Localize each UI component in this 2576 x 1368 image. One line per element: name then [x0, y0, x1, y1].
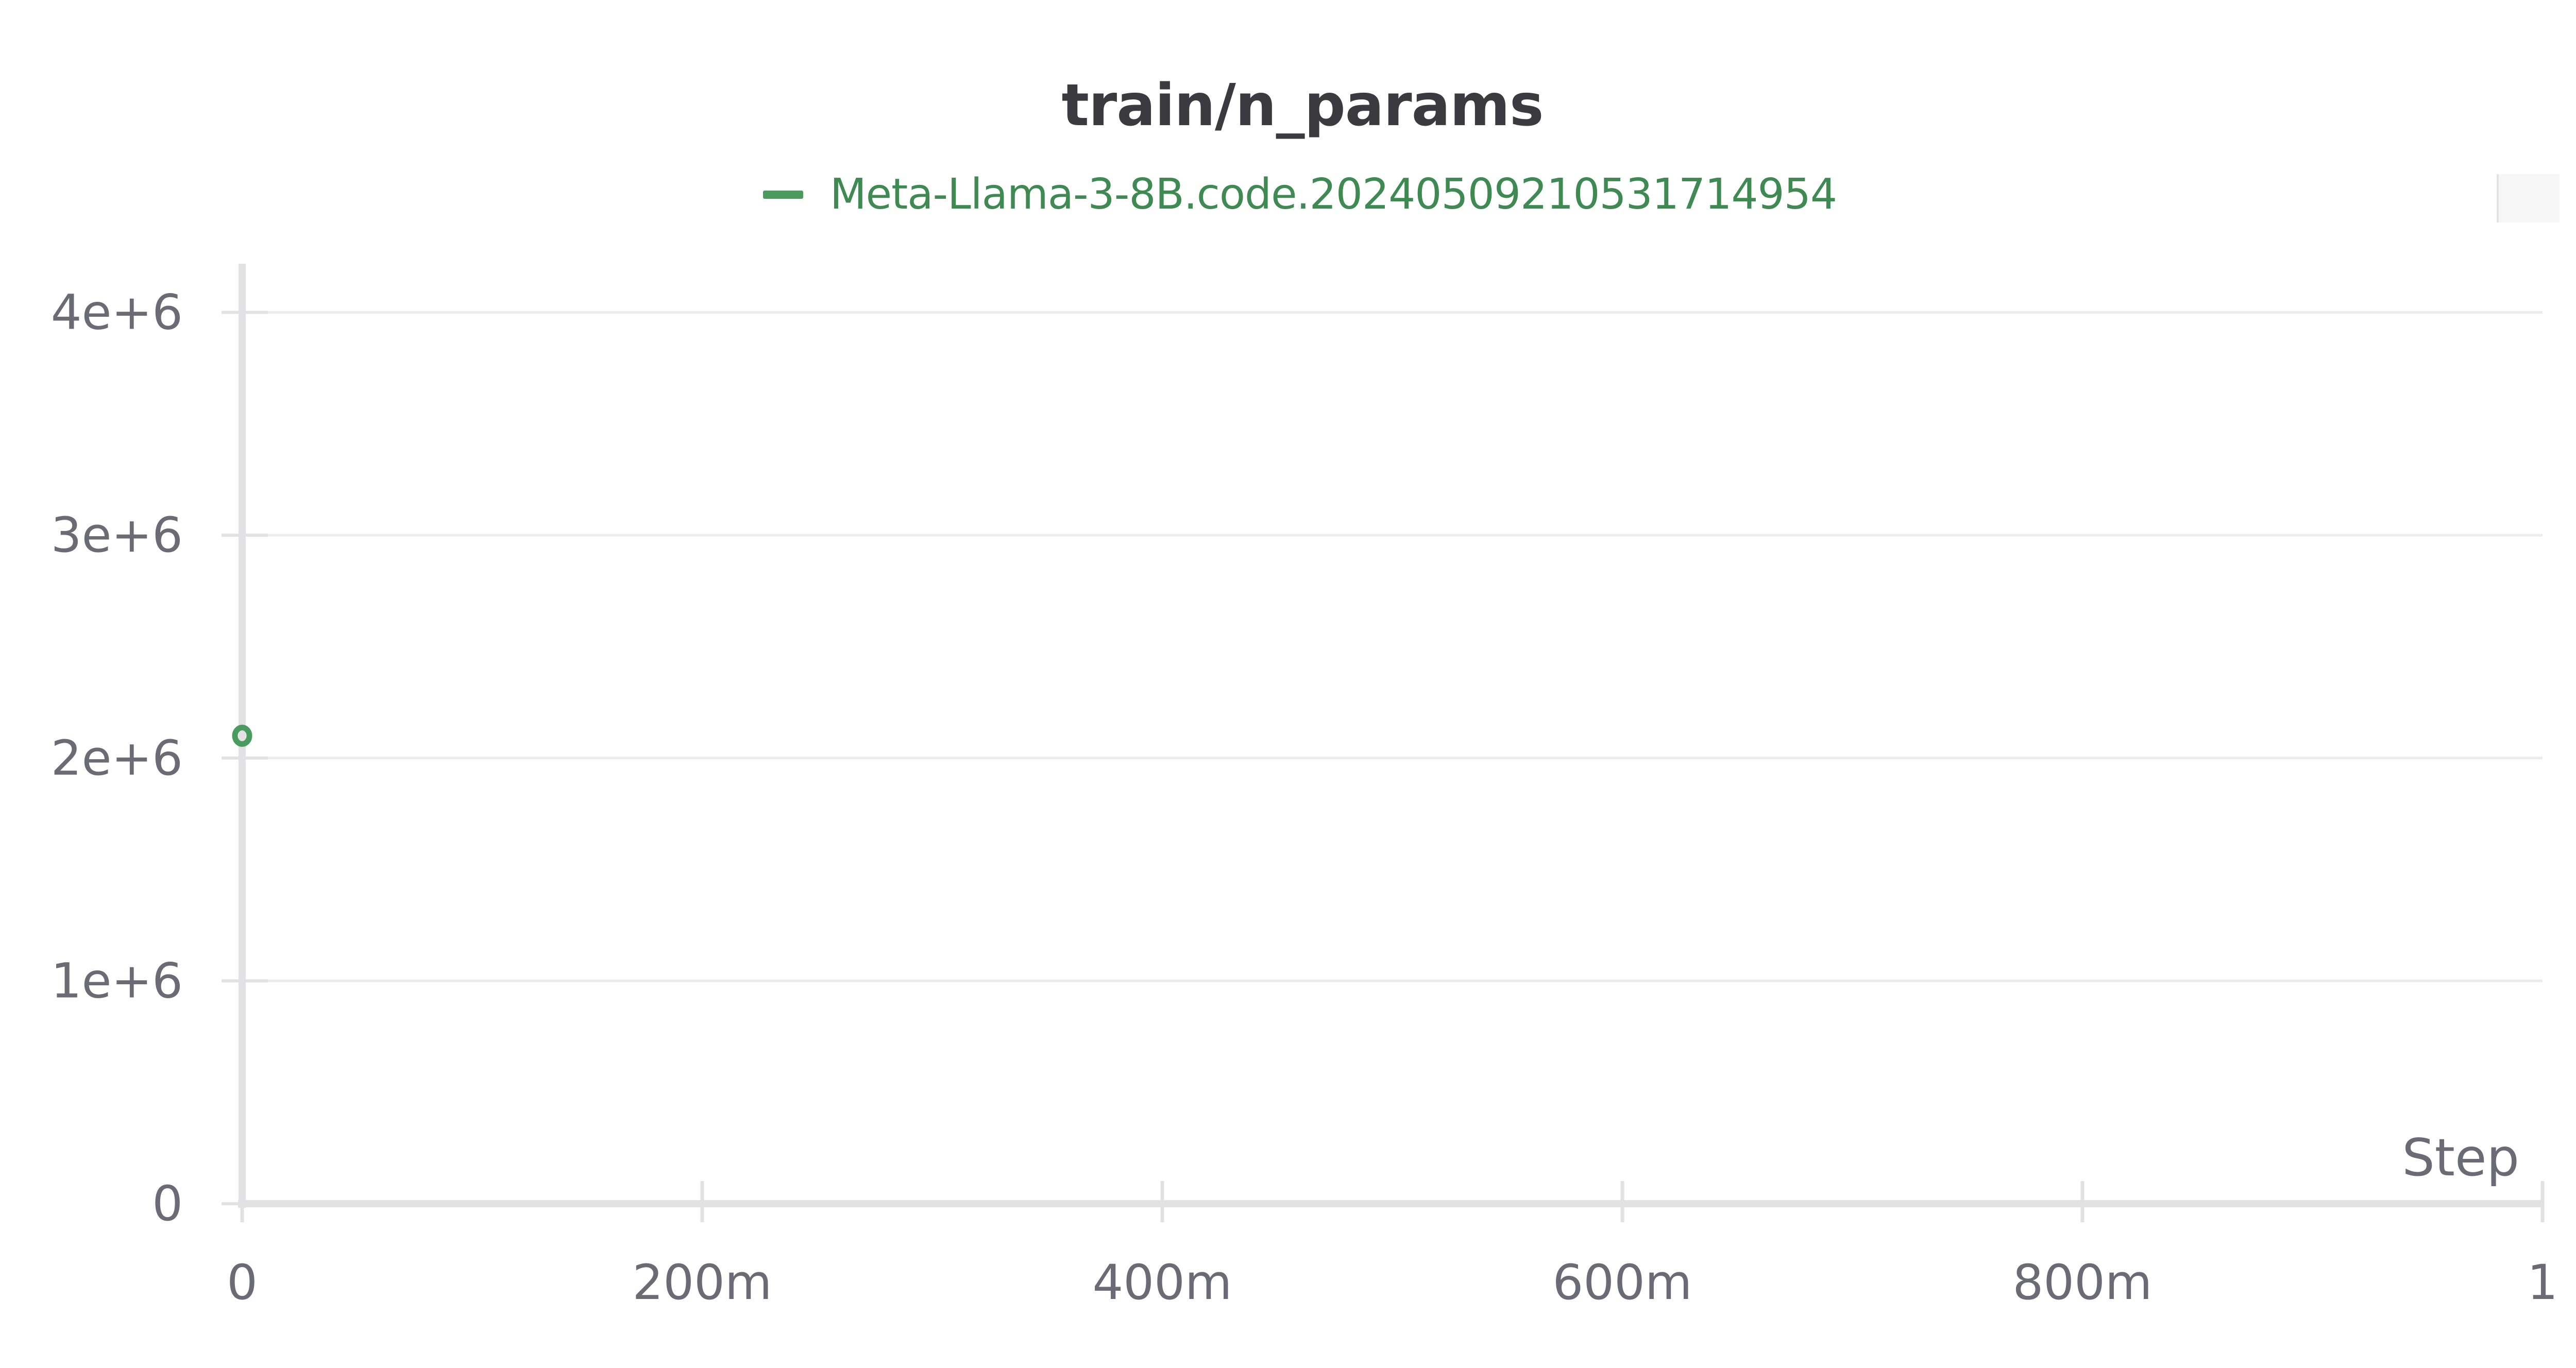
legend: Meta-Llama-3-8B.code.2024050921053171495…	[0, 170, 2576, 219]
data-points	[232, 725, 252, 747]
x-axis-label: Step	[2402, 1127, 2519, 1188]
y-tick-label: 3e+6	[51, 507, 183, 563]
x-tick-label: 200m	[633, 1255, 772, 1311]
x-tick-label: 1	[2527, 1255, 2558, 1311]
y-tick-label: 4e+6	[51, 285, 183, 341]
panel-control-box[interactable]	[2497, 174, 2560, 223]
legend-label: Meta-Llama-3-8B.code.2024050921053171495…	[829, 170, 1837, 219]
grid-lines	[242, 311, 2543, 982]
y-tick-label: 2e+6	[51, 730, 183, 786]
y-tick-label: 1e+6	[51, 953, 183, 1009]
x-tick-label: 0	[227, 1255, 258, 1311]
data-point	[232, 725, 252, 747]
axes	[222, 264, 2545, 1222]
x-tick-label: 800m	[2013, 1255, 2153, 1311]
x-tick-label: 600m	[1553, 1255, 1692, 1311]
x-tick-label: 400m	[1093, 1255, 1232, 1311]
tick-labels: 0 1e+6 2e+6 3e+6 4e+6 0 200m 400m 600m 800m 1 Step	[51, 285, 2558, 1311]
chart-title: train/n_params	[1061, 72, 1544, 139]
y-tick-label: 0	[152, 1176, 183, 1232]
legend-item[interactable]: Meta-Llama-3-8B.code.2024050921053171495…	[762, 170, 1837, 219]
legend-swatch	[762, 190, 803, 199]
